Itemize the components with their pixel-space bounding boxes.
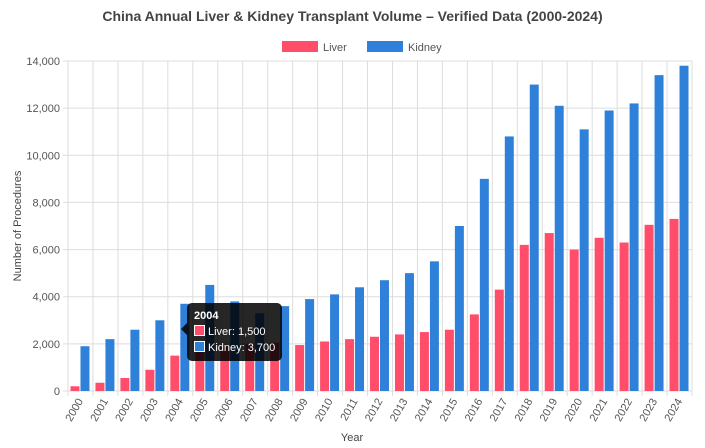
bar-kidney-2018	[529, 84, 539, 392]
bar-liver-2010	[320, 341, 330, 391]
x-tick-label: 2018	[513, 397, 536, 424]
tooltip-kidney-text: Kidney: 3,700	[208, 342, 276, 354]
x-tick-label: 2013	[388, 397, 411, 424]
bar-liver-2005	[195, 348, 205, 391]
x-axis-title: Year	[341, 432, 364, 444]
bar-kidney-2015	[454, 226, 464, 391]
bar-kidney-2000	[80, 346, 90, 391]
y-tick-label: 12,000	[26, 103, 60, 115]
bar-kidney-2012	[380, 280, 389, 391]
x-tick-label: 2017	[488, 397, 511, 424]
bar-liver-2024	[669, 218, 679, 391]
bar-liver-2000	[70, 386, 80, 391]
legend-swatch-kidney	[367, 41, 403, 52]
chart-title: China Annual Liver & Kidney Transplant V…	[102, 8, 603, 24]
bar-liver-2019	[544, 233, 554, 391]
bar-kidney-2022	[629, 103, 639, 391]
tooltip-kidney: Kidney: 3,700	[194, 340, 275, 356]
x-tick-label: 2016	[463, 397, 486, 424]
bar-kidney-2013	[404, 273, 414, 391]
y-tick-label: 0	[54, 386, 60, 398]
x-tick-label: 2002	[113, 397, 136, 424]
x-tick-label: 2023	[638, 397, 661, 424]
bar-kidney-2001	[105, 339, 115, 391]
x-tick-label: 2024	[662, 397, 685, 424]
bar-kidney-2024	[679, 65, 689, 391]
y-tick-label: 6,000	[32, 245, 60, 257]
y-axis-title: Number of Procedures	[12, 170, 24, 281]
bar-kidney-2010	[330, 294, 340, 391]
bar-liver-2013	[394, 334, 404, 391]
bar-kidney-2008	[280, 306, 290, 391]
bar-liver-2002	[120, 378, 130, 391]
bar-liver-2012	[370, 336, 379, 391]
x-tick-label: 2011	[338, 397, 360, 423]
bar-liver-2016	[469, 314, 479, 391]
y-tick-label: 14,000	[26, 56, 60, 68]
bar-kidney-2019	[554, 105, 564, 392]
x-tick-label: 2021	[588, 397, 611, 424]
bar-kidney-2004	[180, 303, 190, 391]
bar-liver-2009	[295, 345, 305, 391]
x-tick-label: 2008	[263, 397, 286, 424]
x-tick-label: 2006	[213, 397, 236, 424]
x-tick-label: 2019	[538, 397, 561, 424]
legend-label-liver: Liver	[323, 42, 347, 54]
x-tick-label: 2001	[88, 397, 111, 424]
tooltip: 2004 Liver: 1,500 Kidney: 3,700	[180, 303, 283, 361]
x-tick-label: 2004	[163, 397, 186, 424]
x-tick-label: 2007	[238, 397, 261, 424]
bar-kidney-2003	[155, 320, 165, 391]
bar-kidney-2021	[604, 110, 614, 391]
bar-liver-2022	[619, 242, 629, 391]
bar-kidney-2014	[429, 261, 439, 391]
x-tick-label: 2014	[413, 397, 436, 424]
bar-kidney-2009	[305, 299, 315, 391]
x-tick-label: 2005	[188, 397, 211, 424]
bar-liver-2001	[95, 382, 105, 391]
bar-liver-2015	[444, 329, 454, 391]
x-tick-label: 2015	[438, 397, 461, 424]
bar-liver-2008	[270, 342, 280, 391]
bar-liver-2020	[569, 249, 579, 391]
tooltip-liver: Liver: 1,500	[194, 324, 275, 340]
x-tick-label: 2000	[63, 397, 86, 424]
bar-kidney-2002	[130, 329, 140, 391]
bar-liver-2021	[594, 237, 604, 391]
bar-kidney-2023	[654, 75, 664, 392]
bar-kidney-2017	[504, 136, 514, 391]
bar-liver-2018	[519, 244, 529, 391]
x-tick-label: 2003	[138, 397, 161, 424]
bar-liver-2014	[419, 332, 429, 391]
bar-liver-2007	[245, 343, 255, 391]
x-tick-label: 2012	[363, 397, 386, 424]
legend-label-kidney: Kidney	[408, 42, 442, 54]
bar-liver-2023	[644, 224, 654, 391]
x-tick-label: 2010	[313, 397, 336, 424]
y-tick-label: 4,000	[32, 292, 60, 304]
x-tick-label: 2020	[563, 397, 586, 424]
x-tick-label: 2022	[613, 397, 636, 424]
tooltip-title: 2004	[194, 310, 219, 322]
bar-liver-2011	[345, 339, 355, 391]
tooltip-liver-text: Liver: 1,500	[208, 326, 266, 338]
y-tick-label: 10,000	[26, 150, 60, 162]
bar-kidney-2016	[479, 178, 489, 391]
bar-kidney-2011	[355, 287, 365, 391]
liver-swatch	[194, 325, 205, 336]
bar-liver-2003	[145, 369, 155, 391]
y-tick-label: 2,000	[32, 339, 60, 351]
bar-liver-2006	[220, 346, 230, 391]
y-tick-label: 8,000	[32, 197, 60, 209]
kidney-swatch	[194, 341, 205, 352]
x-tick-label: 2009	[288, 397, 311, 424]
bar-liver-2004	[170, 355, 180, 391]
legend-swatch-liver	[282, 41, 318, 52]
bar-kidney-2020	[579, 129, 589, 391]
bar-liver-2017	[494, 289, 504, 391]
